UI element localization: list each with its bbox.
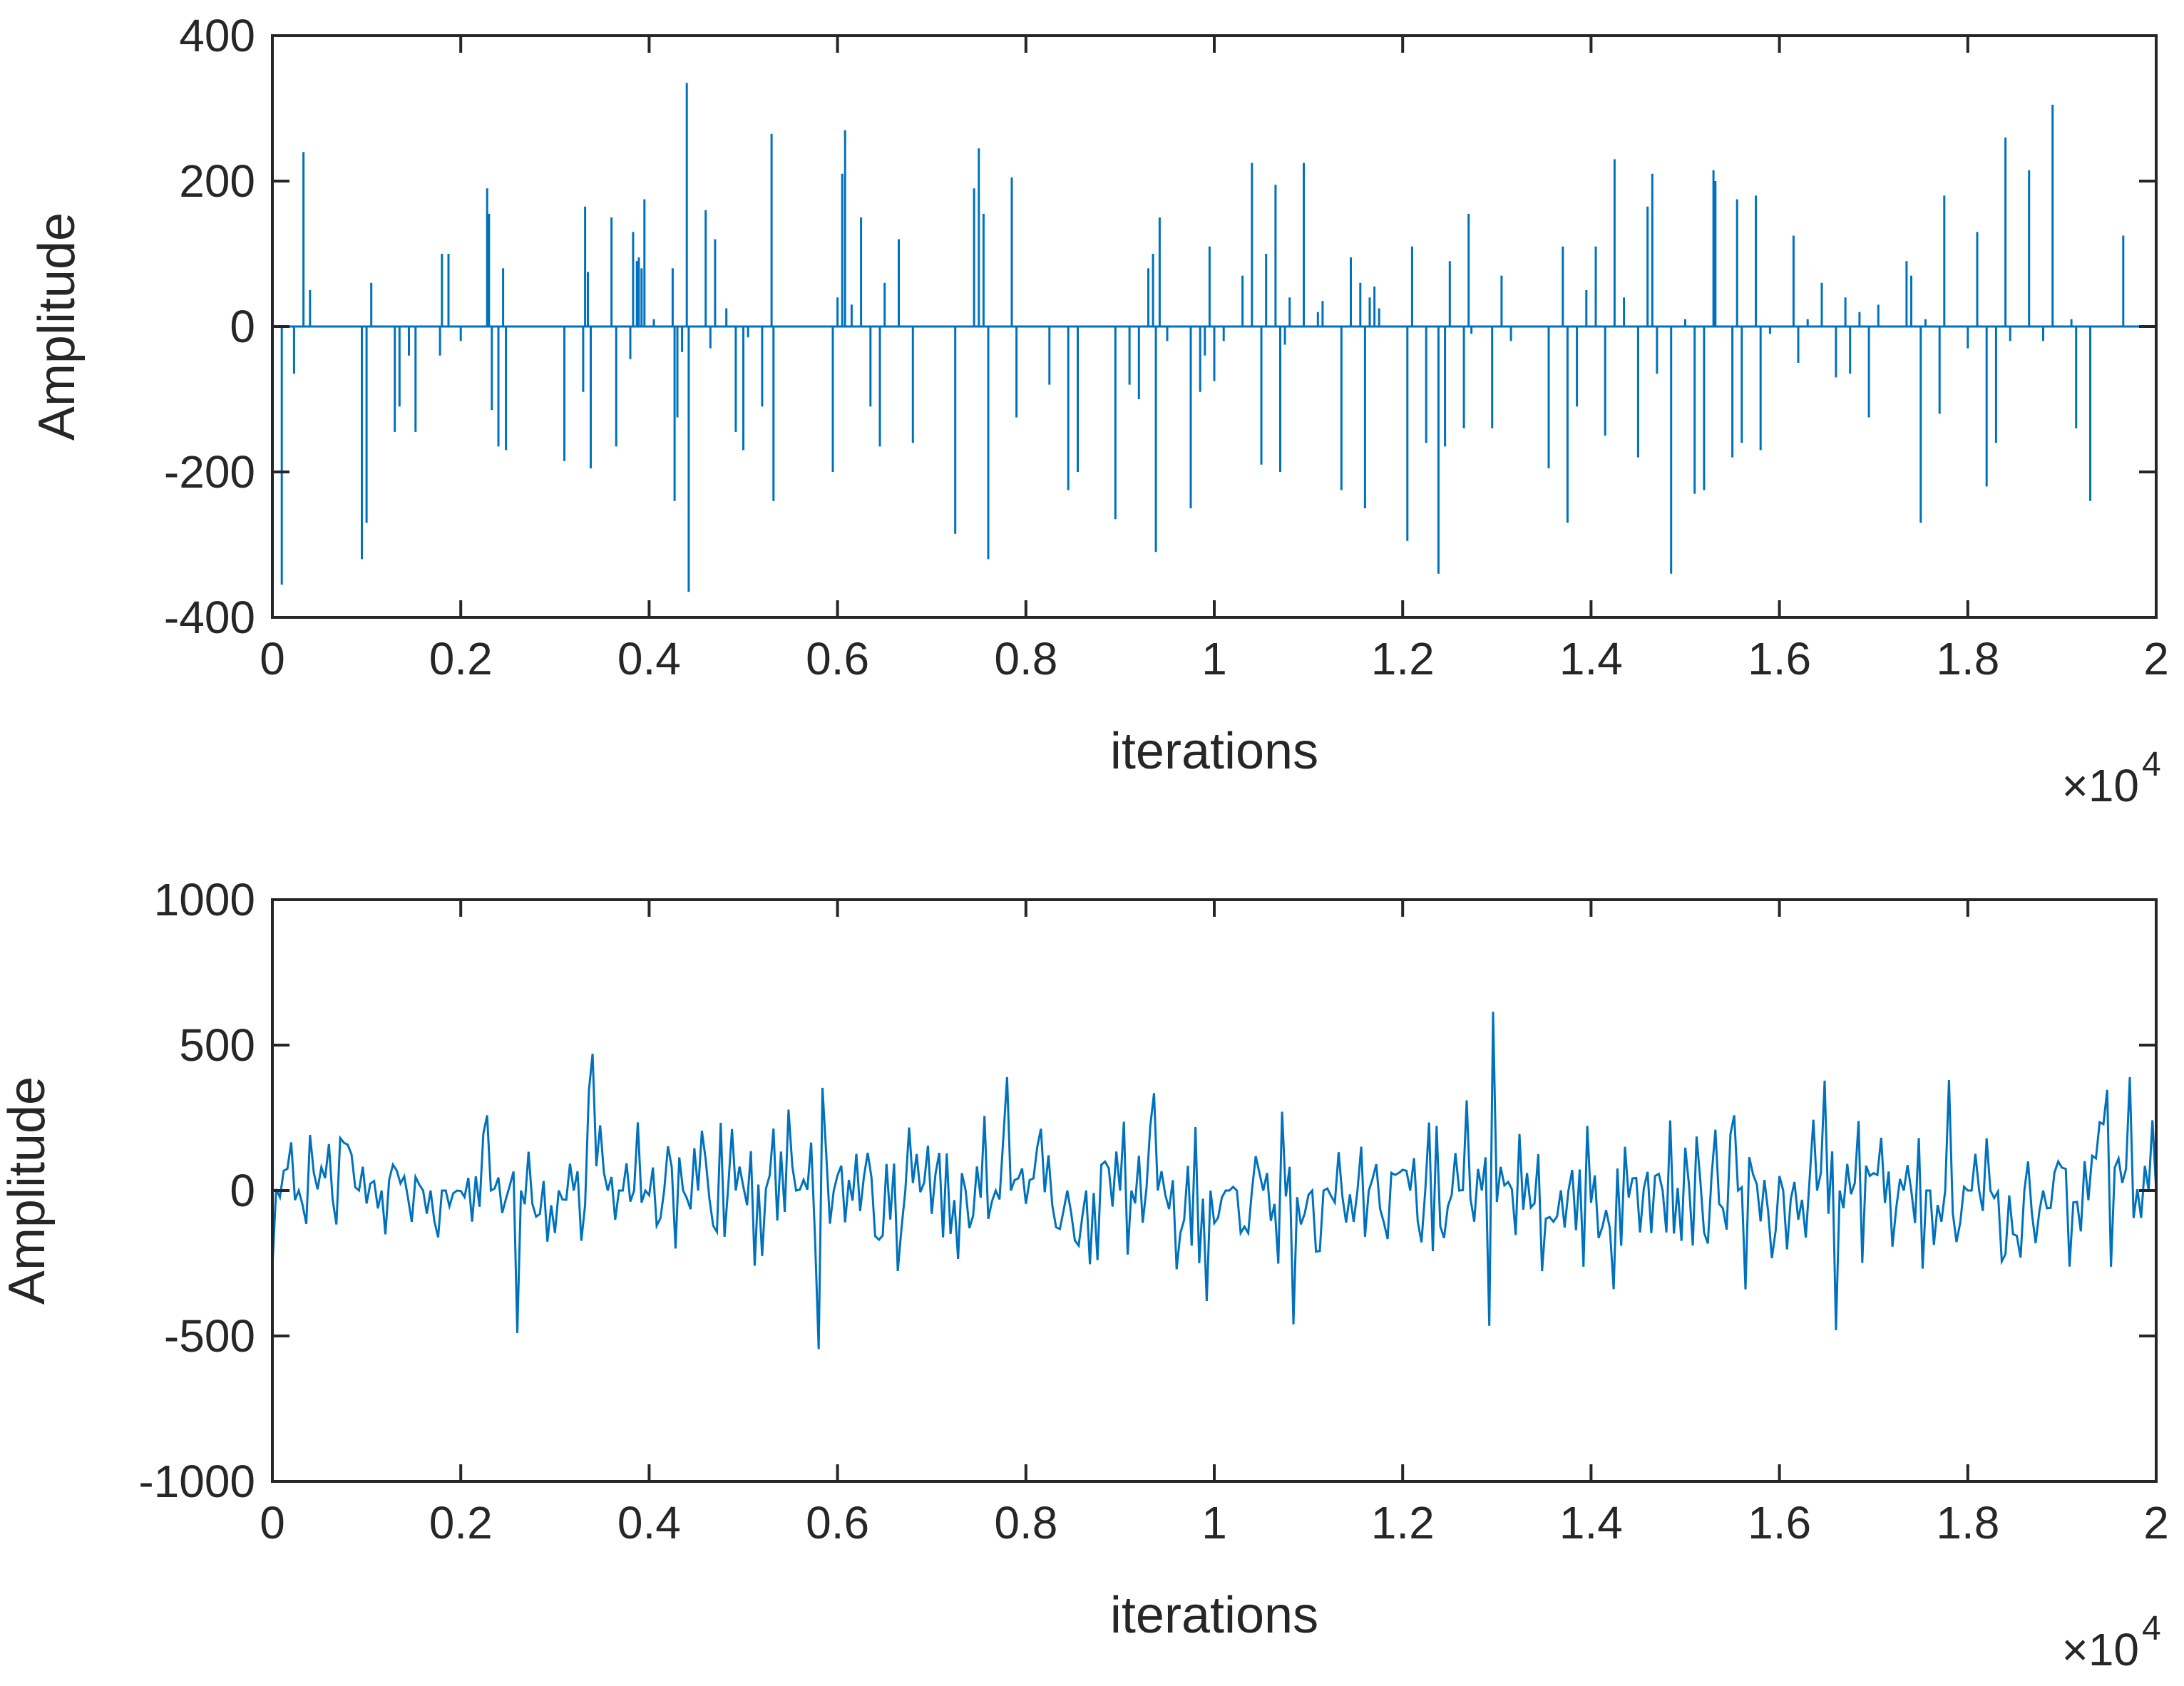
bottom-x-exponent-power: 4 bbox=[2142, 1610, 2161, 1648]
bottom-y-tick-label: 1000 bbox=[154, 874, 255, 925]
top-x-tick-label: 0.8 bbox=[994, 633, 1057, 684]
bottom-x-tick-label: 1 bbox=[1201, 1497, 1227, 1548]
top-subplot: 0 0.2 0.4 0.6 0.8 1 1.2 1.4 1.6 1.8 2 -400 -200 0 200 4… bbox=[29, 10, 2169, 811]
top-x-tick-label: 0.4 bbox=[617, 633, 681, 684]
bottom-x-tick-label: 0 bbox=[260, 1497, 285, 1548]
top-y-tick-label: -200 bbox=[164, 446, 255, 498]
bottom-signal-line bbox=[271, 1012, 2158, 1350]
top-x-tick-label: 2 bbox=[2143, 633, 2169, 684]
bottom-x-tick-label: 1.2 bbox=[1371, 1497, 1435, 1548]
bottom-x-tick-label: 2 bbox=[2143, 1497, 2169, 1548]
top-x-tick-label: 0.6 bbox=[806, 633, 869, 684]
top-y-tick-label: 400 bbox=[179, 10, 255, 61]
top-x-tick-label: 0 bbox=[260, 633, 285, 684]
bottom-x-tick-label: 0.4 bbox=[617, 1497, 681, 1548]
bottom-subplot: 0 0.2 0.4 0.6 0.8 1 1.2 1.4 1.6 1.8 2 -1000 -500 0 500… bbox=[0, 874, 2169, 1675]
top-x-tick-label: 1.4 bbox=[1559, 633, 1623, 684]
bottom-y-axis-label: Amplitude bbox=[0, 1076, 56, 1305]
top-x-tick-label: 1 bbox=[1201, 633, 1227, 684]
bottom-plot-area bbox=[272, 900, 2156, 1481]
bottom-x-tick-label: 1.6 bbox=[1748, 1497, 1811, 1548]
bottom-x-tick-label: 1.4 bbox=[1559, 1497, 1623, 1548]
top-x-exponent-power: 4 bbox=[2142, 746, 2161, 783]
bottom-x-tick-label: 0.6 bbox=[806, 1497, 869, 1548]
top-y-tick-label: -400 bbox=[164, 592, 255, 643]
top-signal-line bbox=[272, 83, 2156, 592]
top-y-axis-label: Amplitude bbox=[29, 212, 86, 441]
bottom-y-tick-label: -500 bbox=[164, 1310, 255, 1362]
bottom-x-tick-label: 1.8 bbox=[1936, 1497, 1999, 1548]
top-y-tick-label: 0 bbox=[230, 301, 255, 352]
top-x-tick-label: 1.2 bbox=[1371, 633, 1435, 684]
bottom-x-tick-label: 0.8 bbox=[994, 1497, 1057, 1548]
top-x-tick-label: 1.6 bbox=[1748, 633, 1811, 684]
top-x-exponent: ×10 bbox=[2061, 760, 2139, 811]
bottom-y-tick-label: 500 bbox=[179, 1019, 255, 1071]
top-x-tick-label: 1.8 bbox=[1936, 633, 1999, 684]
bottom-x-axis-label: iterations bbox=[1110, 1587, 1318, 1644]
bottom-x-tick-label: 0.2 bbox=[429, 1497, 493, 1548]
top-x-tick-label: 0.2 bbox=[429, 633, 493, 684]
top-y-tick-label: 200 bbox=[179, 155, 255, 207]
bottom-x-exponent: ×10 bbox=[2061, 1624, 2139, 1675]
bottom-y-tick-label: -1000 bbox=[138, 1456, 255, 1507]
top-x-axis-label: iterations bbox=[1110, 723, 1318, 780]
bottom-y-tick-label: 0 bbox=[230, 1165, 255, 1216]
